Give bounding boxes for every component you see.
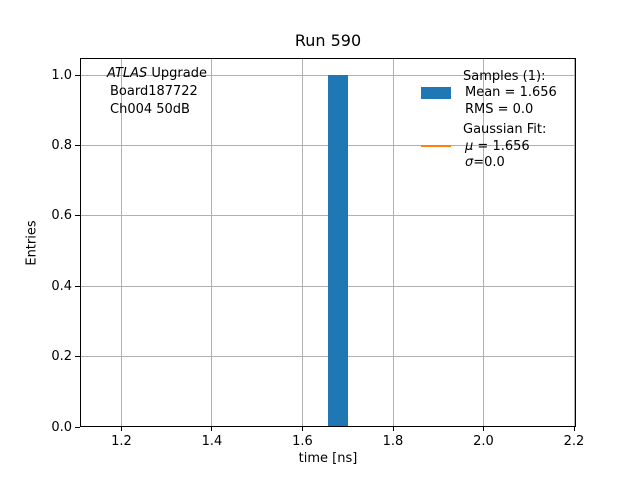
annotation-channel: Ch004 50dB	[110, 102, 190, 117]
sigma-value: =0.0	[473, 155, 505, 171]
y-tick-label: 0.0	[51, 419, 72, 435]
legend-gaussian-header: Gaussian Fit:	[463, 122, 547, 138]
y-axis-label: Entries	[24, 220, 40, 266]
chart-title: Run 590	[294, 31, 362, 50]
legend: Samples (1): Mean = 1.656 RMS = 0.0 Gaus…	[421, 68, 557, 171]
annotation-experiment: ATLAS Upgrade	[107, 65, 207, 83]
legend-sigma-label: σ =0.0	[421, 155, 557, 172]
legend-mean-row: Mean = 1.656	[421, 85, 557, 102]
x-axis-label: time [ns]	[298, 451, 358, 466]
y-tick-label: 1.0	[51, 67, 72, 83]
x-tick-label: 2.2	[563, 434, 585, 449]
x-gridline	[211, 58, 213, 427]
x-tick-label: 1.8	[382, 434, 404, 449]
mu-value: = 1.656	[473, 138, 530, 154]
legend-mu-label: μ = 1.656	[465, 139, 530, 154]
legend-rms-label: RMS = 0.0	[465, 101, 534, 117]
y-tick-mark	[75, 285, 80, 287]
x-tick-label: 1.2	[111, 434, 132, 449]
x-tick-label: 1.6	[292, 434, 313, 449]
x-tick-mark	[120, 427, 122, 431]
x-tick-label: 1.4	[201, 434, 223, 449]
y-tick-mark	[75, 215, 80, 217]
fit-line-icon	[421, 145, 451, 148]
y-tick-mark	[75, 426, 80, 428]
x-gridline	[302, 58, 303, 427]
annotation-experiment-rest: Upgrade	[147, 66, 207, 81]
x-tick-mark	[392, 427, 394, 431]
x-gridline	[120, 58, 122, 427]
y-tick-label: 0.6	[51, 208, 72, 224]
sigma-symbol: σ	[465, 155, 474, 171]
y-tick-label: 0.8	[51, 137, 72, 153]
samples-swatch-icon	[421, 86, 451, 99]
y-tick-mark	[75, 356, 80, 358]
x-tick-mark	[573, 427, 575, 431]
y-tick-label: 0.2	[51, 349, 72, 365]
annotation-experiment-name: ATLAS	[107, 66, 148, 81]
annotation-block: ATLAS Upgrade Board187722 Ch004 50dB	[107, 65, 207, 119]
x-tick-mark	[483, 427, 484, 431]
x-gridline	[573, 58, 575, 427]
mu-symbol: μ	[465, 138, 474, 154]
annotation-board: Board187722	[110, 84, 198, 99]
y-tick-mark	[75, 144, 80, 146]
x-gridline	[483, 58, 484, 427]
x-tick-label: 2.0	[473, 434, 494, 449]
legend-mean-label: Mean = 1.656	[465, 85, 557, 101]
x-tick-mark	[211, 427, 213, 431]
histogram-bar	[327, 75, 348, 427]
y-tick-mark	[75, 74, 80, 76]
x-tick-mark	[302, 427, 303, 431]
legend-samples-header: Samples (1):	[463, 68, 546, 84]
y-tick-label: 0.4	[51, 278, 72, 294]
legend-mu-row: μ = 1.656	[421, 138, 557, 155]
x-gridline	[392, 58, 394, 427]
